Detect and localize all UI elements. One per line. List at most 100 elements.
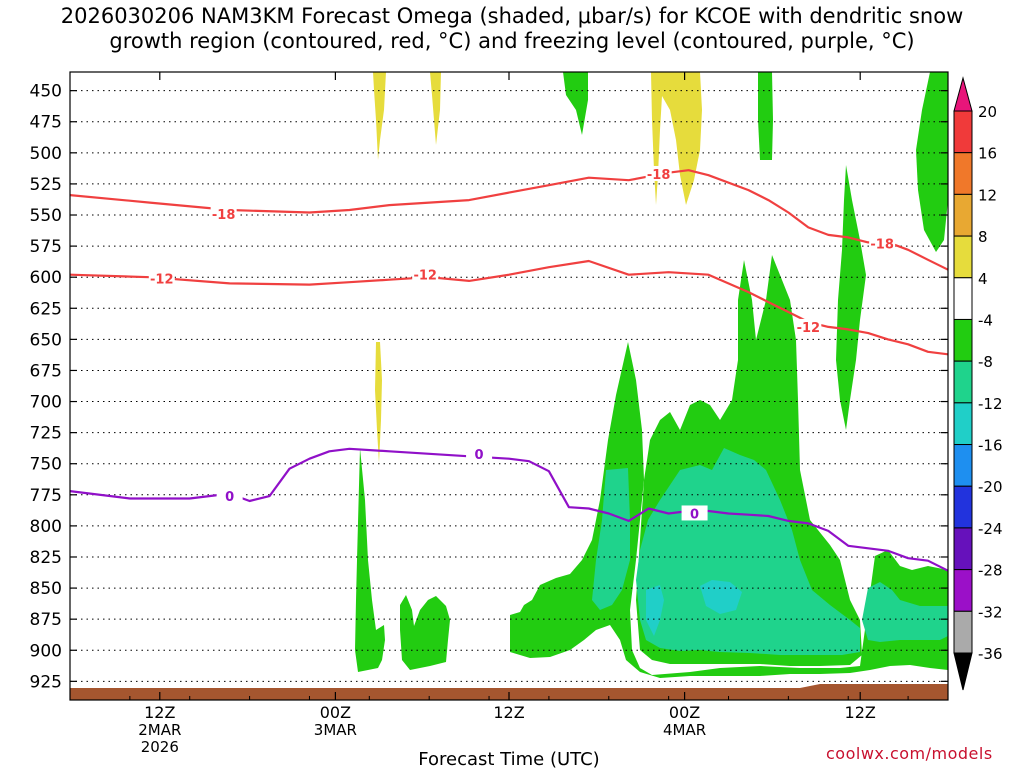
contour-label-bg: [645, 165, 672, 181]
contour-label: 0: [475, 448, 484, 463]
omega-positive-area: [375, 342, 382, 463]
terrain-surface: [800, 684, 948, 690]
contour-line--12: [70, 259, 948, 356]
omega-negative-area: [400, 595, 450, 670]
contour-label: 0: [225, 490, 234, 505]
colorbar-arrow-bottom: [953, 652, 973, 691]
chart-title-line2: growth region (contoured, red, °C) and f…: [109, 29, 915, 53]
x-axis-label: Forecast Time (UTC): [418, 749, 599, 768]
omega-positive-area: [430, 72, 441, 145]
colorbar-swatch: [953, 193, 973, 237]
colorbar-label: 16: [978, 145, 997, 163]
grid-lines: [70, 90, 948, 682]
contour-label-bg: [795, 318, 822, 334]
colorbar-swatch: [953, 318, 973, 362]
colorbar-swatch: [953, 444, 973, 487]
contour-label-bg: [412, 266, 439, 282]
contour-line--18: [70, 169, 948, 271]
contour-label: -12: [797, 321, 821, 336]
contour-label: -12: [150, 272, 174, 287]
colorbar-label: -20: [978, 478, 1003, 496]
omega-negative-area: [862, 582, 948, 642]
y-tick-label: 875: [30, 610, 62, 630]
x-tick-label: 12Z: [493, 703, 524, 722]
omega-negative-area: [646, 585, 664, 636]
credit-text: coolwx.com/models: [826, 744, 993, 763]
colorbar-label: 20: [978, 103, 997, 121]
omega-negative-area: [563, 72, 588, 135]
x-tick-label: 3MAR: [314, 721, 357, 739]
colorbar-label: -16: [978, 437, 1003, 455]
omega-negative-area: [592, 468, 630, 610]
y-tick-label: 575: [30, 237, 62, 257]
chart-title-line1: 2026030206 NAM3KM Forecast Omega (shaded…: [60, 4, 964, 28]
colorbar-swatch: [953, 360, 973, 404]
contour-label: -18: [647, 168, 671, 183]
y-tick-label: 925: [30, 672, 62, 692]
omega-positive-area: [373, 72, 386, 160]
y-tick-label: 475: [30, 113, 62, 133]
omega-negative-area: [916, 72, 948, 252]
colorbar-label: 12: [978, 186, 997, 204]
colorbar: 20 16 12 8 4 -4 -8 -12 -16 -20 -24 -28 -32 -36: [953, 76, 1003, 691]
colorbar-swatch: [953, 402, 973, 446]
y-tick-label: 725: [30, 424, 62, 444]
x-tick-label: 12Z: [144, 703, 175, 722]
x-tick-label: 2MAR: [138, 721, 181, 739]
colorbar-swatch: [953, 527, 973, 571]
y-tick-label: 600: [30, 268, 62, 288]
y-tick-label: 450: [30, 82, 62, 102]
colorbar-swatch: [953, 152, 973, 195]
y-tick-label: 825: [30, 548, 62, 568]
x-tick-label: 2026: [141, 738, 179, 756]
colorbar-label: -32: [978, 603, 1003, 621]
y-tick-label: 850: [30, 579, 62, 599]
colorbar-swatch: [953, 569, 973, 612]
colorbar-arrow-top: [953, 76, 973, 112]
contour-label-bg: [681, 505, 708, 521]
x-tick-label: 00Z: [320, 703, 351, 722]
contour-label: -18: [870, 238, 894, 253]
omega-negative-area: [636, 448, 860, 655]
y-tick-label: 800: [30, 517, 62, 537]
y-axis: 450 475 500 525 550 575 600 625 650 675 700 725 750 7…: [30, 82, 948, 692]
chart-title: 2026030206 NAM3KM Forecast Omega (shaded…: [0, 4, 1024, 54]
colorbar-label: -24: [978, 520, 1003, 538]
y-tick-label: 750: [30, 455, 62, 475]
omega-negative-area: [758, 72, 773, 160]
omega-positive-area: [651, 72, 702, 205]
x-tick-label: 12Z: [845, 703, 876, 722]
contour-label: 0: [690, 507, 699, 522]
contour-lines: -18 -18 -18 -12 -12 -12 0 0 0: [70, 165, 948, 572]
contour-label: -18: [212, 208, 236, 223]
colorbar-swatch: [953, 110, 973, 154]
y-tick-label: 525: [30, 175, 62, 195]
colorbar-swatch: [953, 610, 973, 654]
contour-label-bg: [466, 445, 493, 461]
omega-negative-area: [510, 342, 948, 678]
y-tick-label: 625: [30, 299, 62, 319]
omega-shading: [70, 72, 948, 700]
colorbar-label: -4: [978, 311, 993, 329]
colorbar-label: -8: [978, 353, 993, 371]
contour-label-bg: [148, 270, 175, 286]
colorbar-swatch: [953, 485, 973, 529]
contour-label: -12: [413, 269, 437, 284]
contour-label-bg: [869, 235, 896, 251]
colorbar-label: -28: [978, 562, 1003, 580]
x-tick-label: 4MAR: [663, 721, 706, 739]
y-tick-label: 675: [30, 361, 62, 381]
y-tick-label: 700: [30, 393, 62, 413]
omega-negative-area: [355, 448, 385, 672]
colorbar-swatch: [953, 235, 973, 279]
omega-negative-area: [836, 165, 866, 430]
y-tick-label: 650: [30, 330, 62, 350]
y-tick-label: 775: [30, 486, 62, 506]
colorbar-label: 4: [978, 270, 988, 288]
colorbar-label: -12: [978, 395, 1003, 413]
colorbar-label: 8: [978, 228, 988, 246]
y-tick-label: 900: [30, 641, 62, 661]
colorbar-label: -36: [978, 645, 1003, 663]
